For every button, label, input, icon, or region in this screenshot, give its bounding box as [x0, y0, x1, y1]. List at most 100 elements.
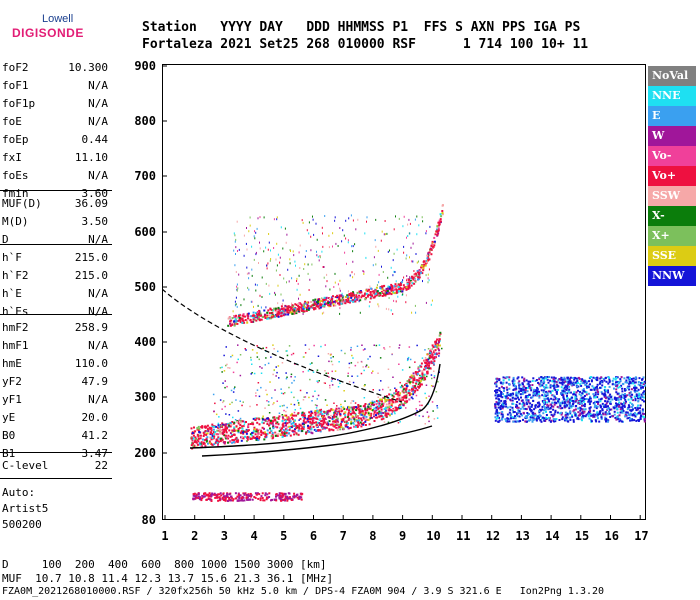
legend-item-vo-: Vo- [648, 146, 696, 166]
profile-lower-curve [201, 425, 433, 457]
param-value: N/A [88, 97, 108, 110]
y-tick-label: 900 [134, 59, 156, 73]
param-label: yF2 [2, 375, 22, 388]
x-tick-label: 13 [515, 529, 530, 543]
param-label: foEp [2, 133, 29, 146]
x-tick-label: 3 [220, 529, 228, 543]
y-tick-label: 800 [134, 114, 156, 128]
echo-traces [190, 204, 646, 502]
param-label: foF1p [2, 97, 36, 110]
legend-item-nnw: NNW [648, 266, 696, 286]
x-tick-label: 11 [456, 529, 471, 543]
param-value: N/A [88, 79, 108, 92]
param-value: 215.0 [74, 269, 108, 282]
param-value: 20.0 [81, 411, 109, 424]
y-tick-label: 300 [134, 390, 156, 404]
x-tick-label: 6 [309, 529, 318, 543]
param-value: N/A [88, 169, 108, 182]
x-tick-label: 9 [398, 529, 407, 543]
param-label: hmE [2, 357, 22, 370]
logo-digisonde: DIGISONDE [12, 26, 84, 40]
param-label: fxI [2, 151, 22, 164]
y-tick-label: 200 [134, 446, 156, 460]
header-labels: Station YYYY DAY DDD HHMMSS P1 FFS S AXN… [142, 20, 581, 35]
param-hmf2: hmF2 258.9 [2, 320, 108, 335]
param-foes: foEs N/A [2, 168, 108, 183]
param-muf-d-: MUF(D) 36.09 [2, 196, 108, 211]
x-tick-label: 2 [191, 529, 199, 543]
legend-item-x-: X- [648, 206, 696, 226]
x-tick-label: 15 [574, 529, 590, 543]
param-value: 41.2 [81, 429, 109, 442]
x-tick-label: 10 [426, 529, 441, 543]
param-value: N/A [88, 305, 108, 318]
y-tick-label: 500 [134, 280, 156, 294]
auto-code: 500200 [2, 518, 42, 531]
param-value: N/A [88, 233, 108, 246]
plot-frame [162, 64, 646, 520]
param-h-f2: h`F2 215.0 [2, 268, 108, 283]
param-ye: yE 20.0 [2, 410, 108, 425]
param-label: M(D) [2, 215, 29, 228]
legend-item-noval: NoVal [648, 66, 696, 86]
legend-item-e: E [648, 106, 696, 126]
param-m-d-: M(D) 3.50 [2, 214, 108, 229]
param-foep: foEp 0.44 [2, 132, 108, 147]
param-label: h`F [2, 251, 22, 264]
param-fof1p: foF1p N/A [2, 96, 108, 111]
profile-dashed-curve [162, 288, 403, 403]
x-tick-label: 4 [250, 529, 258, 543]
auto-block: Auto: Artist5 500200 [2, 485, 48, 533]
param-value: N/A [88, 115, 108, 128]
x-tick-label: 7 [339, 529, 347, 543]
param-foe: foE N/A [2, 114, 108, 129]
param-value: 3.50 [81, 215, 109, 228]
x-tick-label: 1 [161, 529, 169, 543]
panel-separator [0, 244, 112, 245]
param-hmf1: hmF1 N/A [2, 338, 108, 353]
x-tick-label: 17 [634, 529, 649, 543]
param-value: N/A [88, 339, 108, 352]
param-label: foF2 [2, 61, 29, 74]
panel-separator [0, 478, 112, 479]
y-tick-label: 400 [134, 335, 156, 349]
legend-item-nne: NNE [648, 86, 696, 106]
param-label: h`F2 [2, 269, 29, 282]
logo-lowell: Lowell [42, 13, 74, 25]
panel-separator [0, 190, 112, 191]
param-label: B0 [2, 429, 16, 442]
param-hme: hmE 110.0 [2, 356, 108, 371]
param-label: yF1 [2, 393, 22, 406]
param-label: D [2, 233, 9, 246]
param-label: yE [2, 411, 16, 424]
param-value: 110.0 [74, 357, 108, 370]
auto-artist: Artist5 [2, 502, 49, 515]
param-b1: B1 3.47 [2, 446, 108, 461]
x-tick-label: 14 [545, 529, 560, 543]
panel-separator [0, 452, 112, 453]
param-label: h`E [2, 287, 22, 300]
param-label: hmF2 [2, 321, 29, 334]
param-value: 0.44 [81, 133, 109, 146]
param-label: foE [2, 115, 22, 128]
param-value: 22 [94, 459, 108, 472]
param-h-e: h`E N/A [2, 286, 108, 301]
plot-ticks [162, 65, 641, 520]
param-h-f: h`F 215.0 [2, 250, 108, 265]
param-value: 258.9 [74, 321, 108, 334]
panel-separator [0, 314, 112, 315]
profile-solid-curve [189, 363, 441, 449]
param-value: 10.300 [68, 61, 108, 74]
param-fof1: foF1 N/A [2, 78, 108, 93]
param-value: N/A [88, 287, 108, 300]
param-label: MUF(D) [2, 197, 42, 210]
x-tick-label: 12 [485, 529, 501, 543]
param-label: hmF1 [2, 339, 29, 352]
y-tick-label: 600 [134, 225, 156, 239]
x-tick-label: 8 [369, 529, 377, 543]
muf-scale: MUF 10.7 10.8 11.4 12.3 13.7 15.6 21.3 3… [2, 572, 334, 585]
legend-item-sse: SSE [648, 246, 696, 266]
file-info: FZA0M_2021268010000.RSF / 320fx256h 50 k… [2, 586, 605, 597]
header-values: Fortaleza 2021 Set25 268 010000 RSF 1 71… [142, 37, 589, 52]
legend-item-w: W [648, 126, 696, 146]
